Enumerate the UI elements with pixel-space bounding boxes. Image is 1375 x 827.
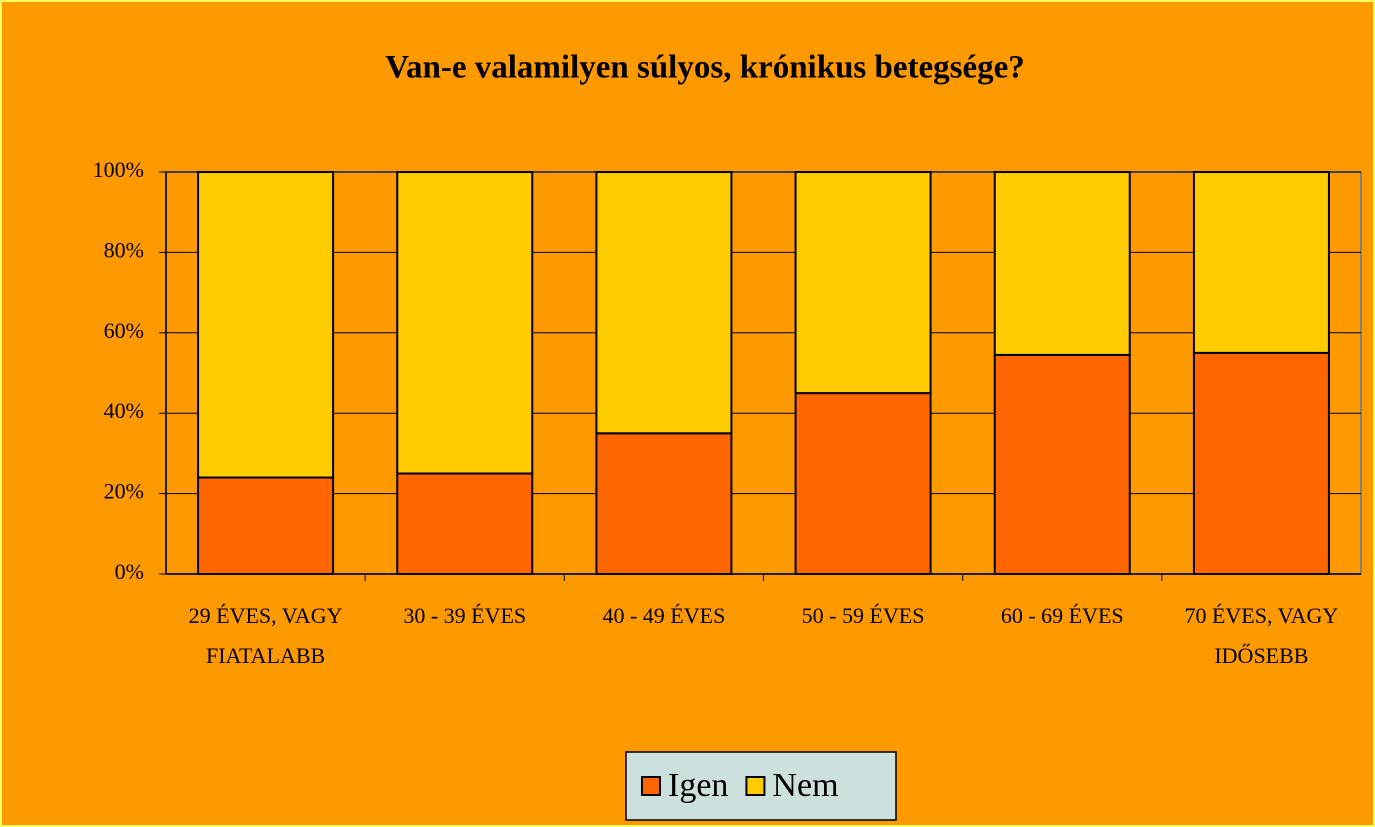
x-tick-label: 70 ÉVES, VAGY IDŐSEBB [1184, 603, 1339, 668]
x-tick-label: 40 - 49 ÉVES [602, 603, 726, 628]
y-tick-label: 0% [115, 559, 144, 584]
bar-segment [595, 432, 733, 575]
x-tick-label: 50 - 59 ÉVES [801, 603, 925, 628]
bar-segment [595, 171, 733, 435]
y-tick-label: 80% [104, 237, 144, 262]
x-tick-label: 29 ÉVES, VAGY FIATALABB [188, 603, 343, 668]
x-tick-label: 30 - 39 ÉVES [403, 603, 527, 628]
bar-segment [197, 476, 335, 575]
bar-segment [794, 392, 932, 575]
x-tick-label: 60 - 69 ÉVES [1000, 603, 1124, 628]
bar-segment [396, 171, 534, 475]
bar-segment [1192, 351, 1330, 575]
legend-label: Igen [668, 767, 728, 804]
legend-label: Nem [772, 767, 838, 804]
bar-segment [794, 171, 932, 395]
legend-swatch [641, 776, 661, 796]
legend-swatch [745, 776, 766, 796]
bar-segment [993, 353, 1131, 575]
bar-segment [197, 171, 335, 479]
chart-title: Van-e valamilyen súlyos, krónikus betegs… [385, 50, 1025, 86]
plot-area [165, 171, 1362, 575]
y-tick-label: 100% [93, 157, 144, 182]
y-tick-label: 40% [104, 398, 144, 423]
bar-segment [396, 472, 534, 575]
bar-segment [1192, 171, 1330, 354]
bar-segment [993, 171, 1131, 356]
y-tick-label: 20% [104, 479, 144, 504]
y-tick-label: 60% [104, 318, 144, 343]
